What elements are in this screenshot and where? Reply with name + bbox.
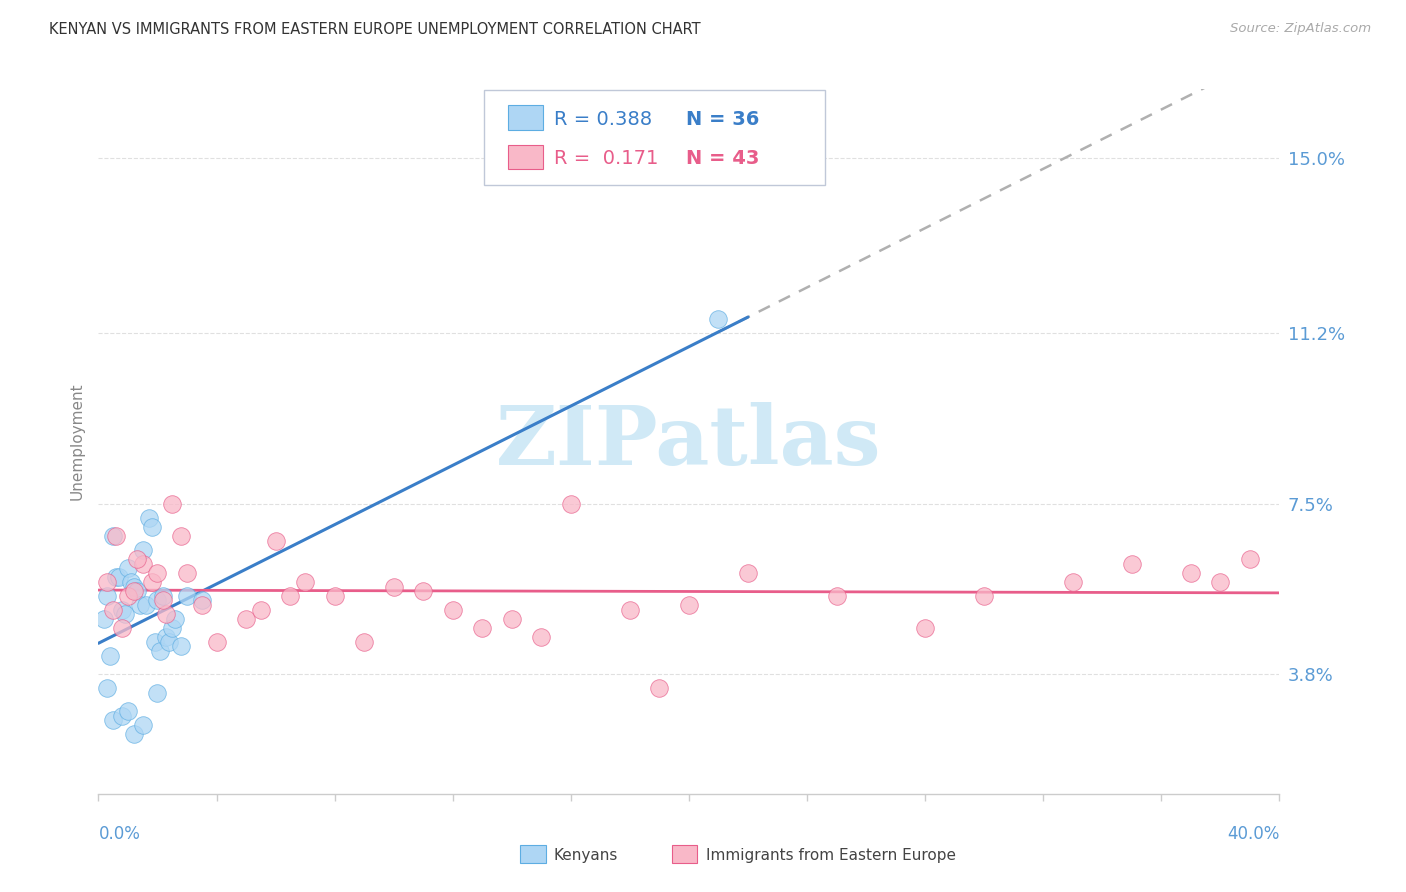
Point <box>117 561 139 575</box>
Point <box>96 681 118 695</box>
Point <box>205 635 228 649</box>
Point <box>114 607 136 622</box>
Point <box>155 630 177 644</box>
Point <box>294 574 316 589</box>
Point <box>146 685 169 699</box>
Point <box>120 574 142 589</box>
Point <box>117 589 139 603</box>
Point <box>170 640 193 654</box>
Text: 0.0%: 0.0% <box>98 825 141 843</box>
Point <box>155 607 177 622</box>
Text: R = 0.388: R = 0.388 <box>554 110 652 129</box>
Point <box>108 570 131 584</box>
Point <box>382 580 405 594</box>
Text: Kenyans: Kenyans <box>554 848 619 863</box>
Point <box>143 635 166 649</box>
Point <box>141 574 163 589</box>
Point <box>412 584 434 599</box>
Text: 40.0%: 40.0% <box>1227 825 1279 843</box>
Point <box>96 574 118 589</box>
Point <box>152 589 174 603</box>
Point <box>619 602 641 616</box>
Point <box>441 602 464 616</box>
Point <box>125 552 148 566</box>
Point <box>146 593 169 607</box>
Point <box>191 598 214 612</box>
Point <box>132 542 155 557</box>
Point <box>1239 552 1261 566</box>
Point <box>96 589 118 603</box>
Point <box>162 621 183 635</box>
Point <box>128 598 150 612</box>
Point <box>323 589 346 603</box>
Point <box>560 497 582 511</box>
Point <box>103 529 125 543</box>
Point <box>914 621 936 635</box>
Point <box>103 713 125 727</box>
Point <box>93 612 115 626</box>
Point <box>1062 574 1084 589</box>
Point <box>157 635 180 649</box>
Point <box>471 621 494 635</box>
Point <box>191 593 214 607</box>
Point <box>250 602 273 616</box>
Point <box>105 570 128 584</box>
Point <box>278 589 302 603</box>
Point <box>825 589 848 603</box>
Point <box>353 635 375 649</box>
Point <box>122 727 145 741</box>
Text: ZIPatlas: ZIPatlas <box>496 401 882 482</box>
Point <box>149 644 172 658</box>
Point <box>125 584 148 599</box>
Point <box>678 598 700 612</box>
Point <box>737 566 759 580</box>
Point <box>1209 574 1232 589</box>
Point <box>111 602 134 616</box>
Text: Source: ZipAtlas.com: Source: ZipAtlas.com <box>1230 22 1371 36</box>
Text: Immigrants from Eastern Europe: Immigrants from Eastern Europe <box>706 848 956 863</box>
Point <box>176 566 198 580</box>
Point <box>98 648 121 663</box>
Point <box>707 312 730 326</box>
Point <box>132 718 155 732</box>
Text: R =  0.171: R = 0.171 <box>554 149 658 169</box>
Point <box>146 566 169 580</box>
Point <box>141 520 163 534</box>
Point <box>138 510 160 524</box>
Point <box>103 602 125 616</box>
Point <box>973 589 995 603</box>
Point <box>162 497 183 511</box>
Text: N = 43: N = 43 <box>686 149 759 169</box>
Point <box>135 598 157 612</box>
Point <box>264 533 287 548</box>
Point <box>1180 566 1202 580</box>
Point <box>105 529 128 543</box>
Point <box>122 584 145 599</box>
Point <box>152 593 174 607</box>
Point <box>501 612 523 626</box>
Point <box>1121 557 1143 571</box>
Point <box>176 589 198 603</box>
Text: N = 36: N = 36 <box>686 110 759 129</box>
Point <box>132 557 155 571</box>
Point <box>648 681 671 695</box>
Y-axis label: Unemployment: Unemployment <box>69 383 84 500</box>
Point <box>165 612 187 626</box>
Point <box>111 708 134 723</box>
Point <box>170 529 193 543</box>
Point <box>530 630 553 644</box>
Point <box>122 580 145 594</box>
Point <box>117 704 139 718</box>
Point <box>111 621 134 635</box>
Text: KENYAN VS IMMIGRANTS FROM EASTERN EUROPE UNEMPLOYMENT CORRELATION CHART: KENYAN VS IMMIGRANTS FROM EASTERN EUROPE… <box>49 22 700 37</box>
Point <box>235 612 257 626</box>
